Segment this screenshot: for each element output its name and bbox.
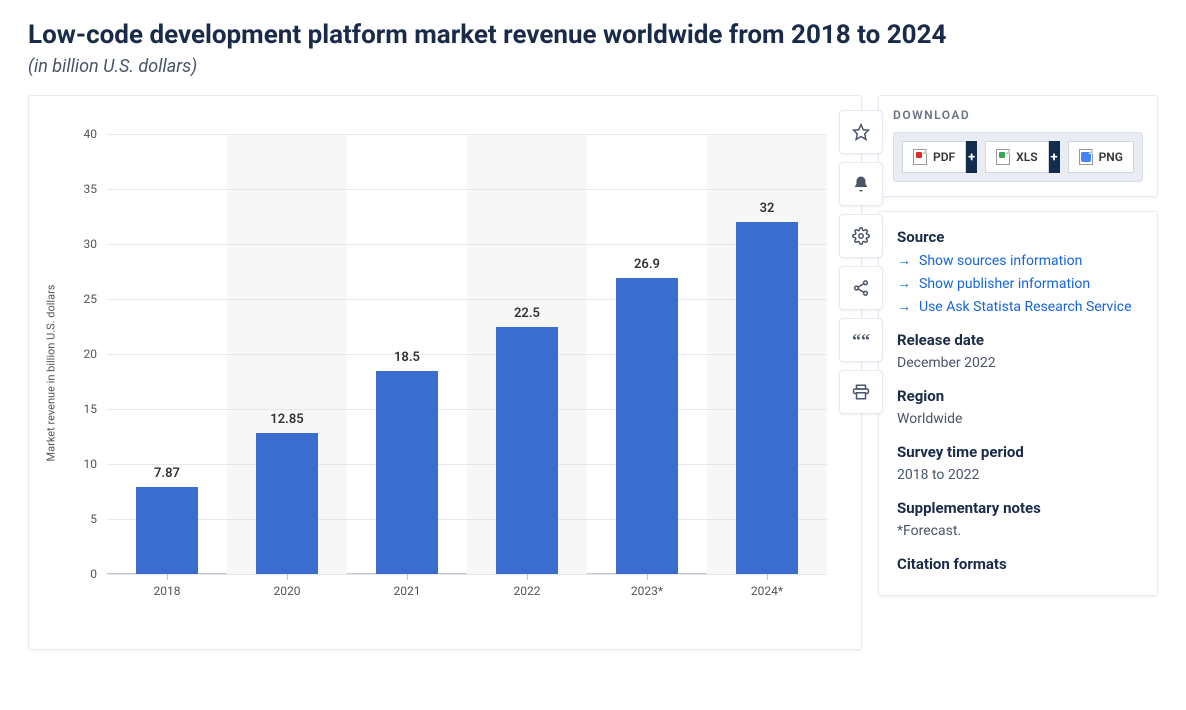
star-icon — [852, 123, 870, 141]
bell-icon — [852, 175, 870, 193]
download-png-label: PNG — [1099, 150, 1123, 164]
supplementary-value: *Forecast. — [897, 523, 1139, 539]
bar[interactable]: 26.9 — [616, 278, 678, 574]
png-file-icon — [1079, 149, 1093, 165]
release-date-section: Release date December 2022 — [897, 331, 1139, 371]
supplementary-heading: Supplementary notes — [897, 499, 1139, 517]
chart-card: Market revenue in billion U.S. dollars 0… — [28, 95, 862, 650]
source-link-publisher-label: Show publisher information — [919, 276, 1090, 292]
x-tick-label: 2018 — [154, 574, 181, 598]
x-tick-label: 2021 — [394, 574, 421, 598]
tool-gear-button[interactable] — [839, 214, 883, 258]
survey-period-heading: Survey time period — [897, 443, 1139, 461]
info-panel: Source → Show sources information → Show p… — [878, 211, 1158, 596]
source-link-publisher[interactable]: → Show publisher information — [897, 275, 1139, 292]
release-date-heading: Release date — [897, 331, 1139, 349]
download-xls-button[interactable]: XLS — [985, 141, 1048, 173]
pdf-file-icon — [913, 149, 927, 165]
tool-share-button[interactable] — [839, 266, 883, 310]
source-section: Source → Show sources information → Show p… — [897, 228, 1139, 315]
y-tick-label: 40 — [77, 127, 107, 141]
tool-print-button[interactable] — [839, 370, 883, 414]
bar-slot: 18.52021 — [347, 134, 467, 574]
y-tick-label: 5 — [77, 512, 107, 526]
download-png-button[interactable]: PNG — [1068, 141, 1134, 173]
gear-icon — [852, 227, 870, 245]
download-heading: DOWNLOAD — [893, 108, 1143, 122]
source-link-sources[interactable]: → Show sources information — [897, 252, 1139, 269]
x-tick-label: 2020 — [274, 574, 301, 598]
print-icon — [852, 383, 870, 401]
x-tick-label: 2022 — [514, 574, 541, 598]
source-link-ask[interactable]: → Use Ask Statista Research Service — [897, 298, 1139, 315]
citation-heading: Citation formats — [897, 555, 1139, 573]
content-row: Market revenue in billion U.S. dollars 0… — [28, 95, 1158, 650]
tool-star-button[interactable] — [839, 110, 883, 154]
bar-slot: 12.852020 — [227, 134, 347, 574]
bar-value-label: 12.85 — [270, 412, 303, 433]
x-tick-label: 2024* — [751, 574, 783, 598]
survey-period-section: Survey time period 2018 to 2022 — [897, 443, 1139, 483]
y-tick-label: 0 — [77, 567, 107, 581]
download-pdf-button[interactable]: PDF — [902, 141, 966, 173]
arrow-right-icon: → — [897, 275, 911, 292]
region-section: Region Worldwide — [897, 387, 1139, 427]
y-tick-label: 25 — [77, 292, 107, 306]
bar-value-label: 32 — [760, 201, 775, 222]
tool-cite-button[interactable]: ““ — [839, 318, 883, 362]
download-pdf-plus[interactable]: + — [966, 141, 977, 173]
bar[interactable]: 32 — [736, 222, 798, 574]
source-link-ask-label: Use Ask Statista Research Service — [919, 299, 1132, 315]
chart-area: 05101520253035407.87201812.85202018.5202… — [107, 134, 827, 574]
x-tick-label: 2023* — [631, 574, 663, 598]
download-xls-label: XLS — [1016, 150, 1037, 164]
gridline — [107, 574, 827, 575]
bar-value-label: 22.5 — [514, 306, 540, 327]
page-title: Low-code development platform market rev… — [28, 20, 1158, 50]
bar[interactable]: 22.5 — [496, 327, 558, 575]
release-date-value: December 2022 — [897, 355, 1139, 371]
quote-icon: ““ — [852, 331, 870, 349]
download-pdf-label: PDF — [933, 150, 955, 164]
region-value: Worldwide — [897, 411, 1139, 427]
bar[interactable]: 18.5 — [376, 371, 438, 575]
bar-value-label: 26.9 — [634, 257, 660, 278]
download-xls-plus[interactable]: + — [1049, 141, 1060, 173]
source-link-sources-label: Show sources information — [919, 253, 1082, 269]
supplementary-section: Supplementary notes *Forecast. — [897, 499, 1139, 539]
citation-section: Citation formats — [897, 555, 1139, 573]
xls-file-icon — [996, 149, 1010, 165]
bar[interactable]: 12.85 — [256, 433, 318, 574]
arrow-right-icon: → — [897, 252, 911, 269]
tool-bell-button[interactable] — [839, 162, 883, 206]
download-panel: DOWNLOAD PDF + XLS + PNG — [878, 95, 1158, 197]
chart-toolstrip: ““ — [839, 110, 883, 414]
y-tick-label: 15 — [77, 402, 107, 416]
arrow-right-icon: → — [897, 298, 911, 315]
bar-slot: 7.872018 — [107, 134, 227, 574]
page-subtitle: (in billion U.S. dollars) — [28, 56, 1158, 77]
share-icon — [852, 279, 870, 297]
y-axis-title: Market revenue in billion U.S. dollars — [45, 284, 58, 461]
bar-slot: 322024* — [707, 134, 827, 574]
download-row: PDF + XLS + PNG — [893, 132, 1143, 182]
bar-slot: 22.52022 — [467, 134, 587, 574]
y-tick-label: 35 — [77, 182, 107, 196]
y-tick-label: 10 — [77, 457, 107, 471]
bar-value-label: 7.87 — [154, 466, 180, 487]
bar-slot: 26.92023* — [587, 134, 707, 574]
y-tick-label: 30 — [77, 237, 107, 251]
region-heading: Region — [897, 387, 1139, 405]
bar-value-label: 18.5 — [394, 350, 420, 371]
bar[interactable]: 7.87 — [136, 487, 198, 574]
y-tick-label: 20 — [77, 347, 107, 361]
right-column: DOWNLOAD PDF + XLS + PNG So — [878, 95, 1158, 596]
survey-period-value: 2018 to 2022 — [897, 467, 1139, 483]
source-heading: Source — [897, 228, 1139, 246]
